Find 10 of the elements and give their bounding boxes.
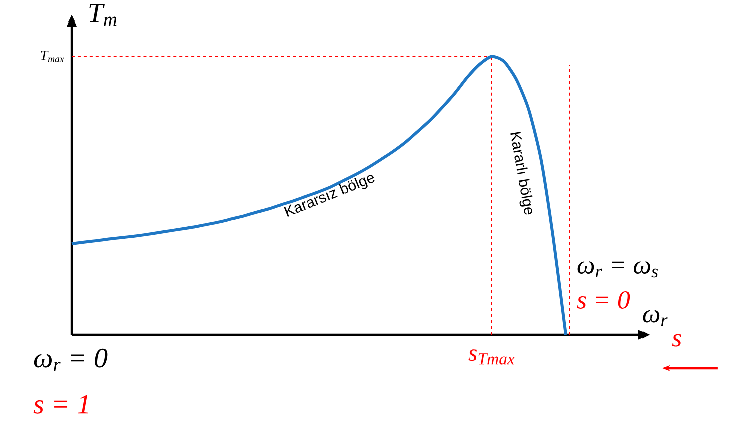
annotation: Kararlı bölge [510, 132, 533, 215]
ref-line-label: T$_{max}$ [41, 51, 64, 62]
text: s = 1 [34, 395, 88, 414]
text: ω$_{r}$ = 0 [34, 348, 108, 372]
text: s = 0 [577, 291, 630, 309]
y-axis-title: T$_{m}$ [90, 4, 117, 26]
text: ω$_{r}$ = ω$_{s}$ [578, 262, 658, 278]
text: s [672, 334, 682, 347]
text: s$_{Tmax}$ [468, 350, 515, 365]
x-axis-title: ω$_{r}$ [643, 310, 668, 326]
